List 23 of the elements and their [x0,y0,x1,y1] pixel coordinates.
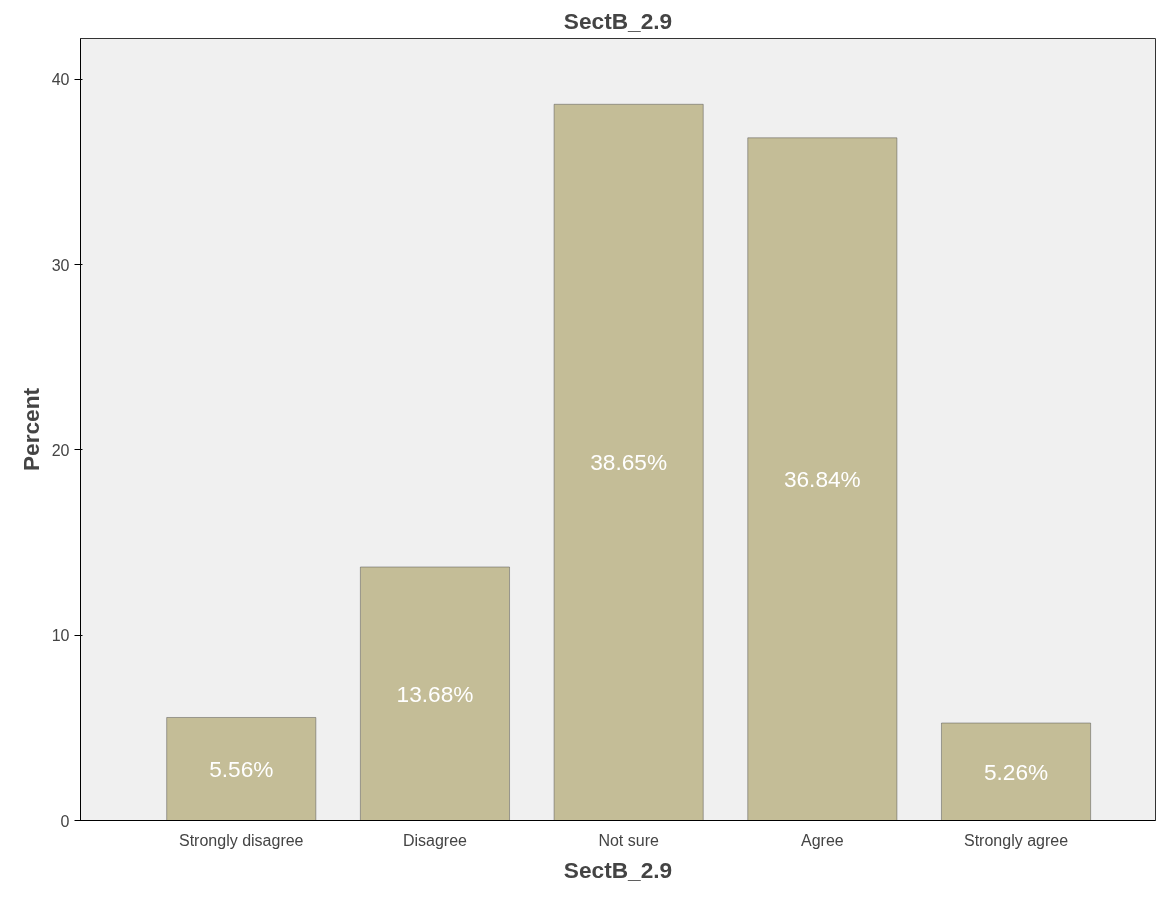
y-axis-title: Percent [17,387,44,472]
bar [941,722,1091,821]
y-tick-label: 20 [51,441,70,459]
x-tick-label: Strongly disagree [179,831,304,849]
data-label: 38.65% [590,449,668,476]
x-tick-label: Agree [801,831,844,849]
x-tick-label: Not sure [598,831,659,849]
data-label: 5.26% [983,758,1049,785]
data-label: 5.56% [209,755,274,782]
x-tick-label: Strongly agree [964,831,1069,849]
data-label: 13.68% [396,680,474,707]
y-tick-label: 0 [60,812,70,830]
bar [166,717,317,821]
x-tick-label: Disagree [402,831,468,849]
data-label: 36.84% [783,466,861,493]
y-tick-label: 30 [51,256,70,274]
y-tick-label: 40 [51,71,70,89]
x-axis-title: SectB_2.9 [563,856,673,883]
bar [360,566,510,821]
chart-title: SectB_2.9 [563,7,673,34]
bar [553,104,704,821]
y-tick-label: 10 [51,627,70,645]
bar [747,137,898,821]
